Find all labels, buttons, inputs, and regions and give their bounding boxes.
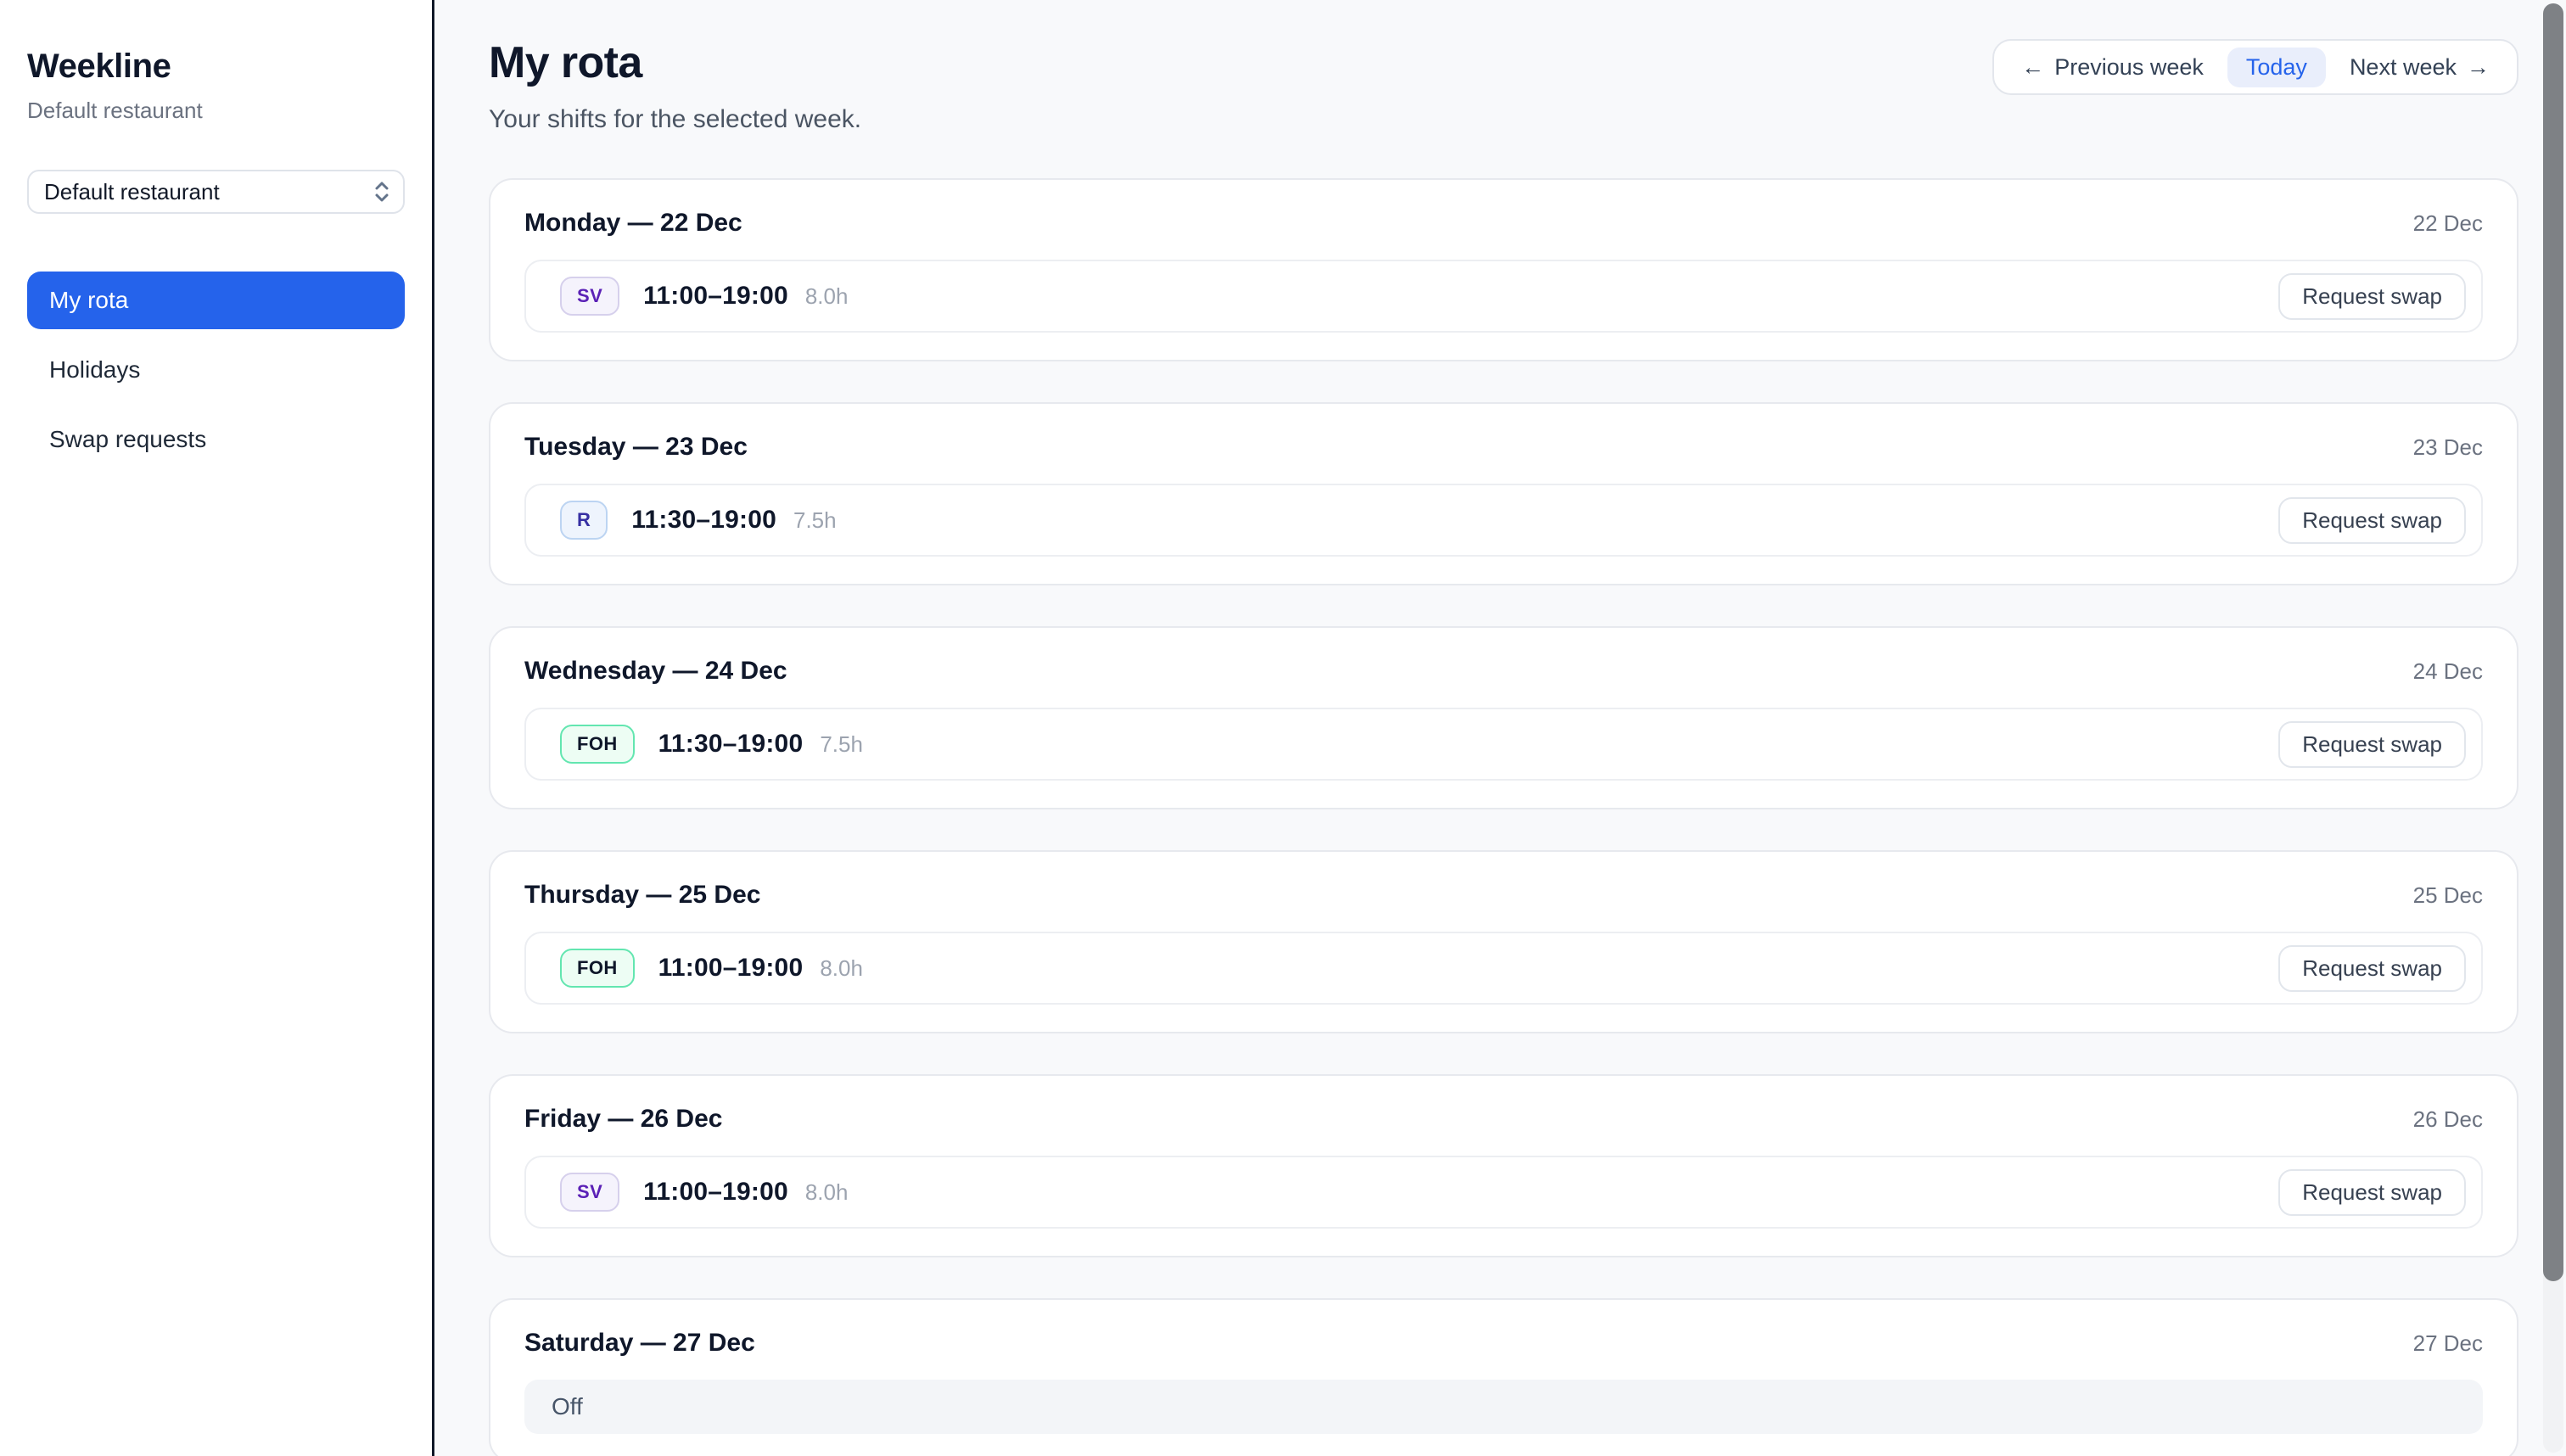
role-badge: R [560,501,608,540]
previous-week-button[interactable]: ← Previous week [2008,48,2217,87]
next-week-button[interactable]: Next week → [2336,48,2503,87]
shift-hours: 7.5h [793,507,837,533]
day-card-list: Monday — 22 Dec 22 Dec SV 11:00–19:00 8.… [489,178,2518,1456]
restaurant-select-value: Default restaurant [44,178,220,204]
sidebar-nav: My rota Holidays Swap requests [27,272,405,468]
sidebar-item-holidays[interactable]: Holidays [49,356,141,383]
day-card-header: Thursday — 25 Dec 25 Dec [524,881,2483,910]
shift-row: R 11:30–19:00 7.5h Request swap [524,484,2483,557]
right-arrow-icon: → [2467,53,2490,80]
off-row: Off [524,1380,2483,1434]
day-date-label: 27 Dec [2412,1330,2483,1356]
day-title: Thursday — 25 Dec [524,881,761,909]
week-navigation: ← Previous week Today Next week → [1992,39,2518,95]
day-card: Tuesday — 23 Dec 23 Dec R 11:30–19:00 7.… [489,402,2518,585]
day-card-header: Friday — 26 Dec 26 Dec [524,1105,2483,1134]
sidebar-item-swap-requests[interactable]: Swap requests [49,426,207,452]
role-badge: FOH [560,725,635,764]
role-badge: SV [560,277,620,316]
day-title: Wednesday — 24 Dec [524,657,787,685]
request-swap-button[interactable]: Request swap [2278,720,2466,768]
request-swap-button[interactable]: Request swap [2278,1168,2466,1216]
shift-time: 11:00–19:00 [658,954,804,982]
shift-row: SV 11:00–19:00 8.0h Request swap [524,1156,2483,1229]
day-card-header: Wednesday — 24 Dec 24 Dec [524,657,2483,686]
day-card: Monday — 22 Dec 22 Dec SV 11:00–19:00 8.… [489,178,2518,361]
role-badge: SV [560,1173,620,1212]
main-content: My rota Your shifts for the selected wee… [434,0,2566,1456]
scrollbar [2541,0,2566,1456]
main-header: My rota Your shifts for the selected wee… [489,37,2518,134]
shift-hours: 8.0h [804,283,849,309]
restaurant-select[interactable]: Default restaurant [27,170,405,214]
page-subtitle: Your shifts for the selected week. [489,105,862,133]
day-date-label: 22 Dec [2412,210,2483,236]
day-card-header: Saturday — 27 Dec 27 Dec [524,1329,2483,1358]
scrollbar-thumb[interactable] [2543,3,2563,1281]
shift-time: 11:00–19:00 [643,1178,788,1206]
day-title: Saturday — 27 Dec [524,1329,755,1357]
day-card: Thursday — 25 Dec 25 Dec FOH 11:00–19:00… [489,850,2518,1033]
request-swap-button[interactable]: Request swap [2278,272,2466,320]
day-card: Saturday — 27 Dec 27 Dec Off [489,1298,2518,1456]
day-card: Friday — 26 Dec 26 Dec SV 11:00–19:00 8.… [489,1074,2518,1257]
day-title: Monday — 22 Dec [524,209,742,237]
shift-row: FOH 11:00–19:00 8.0h Request swap [524,932,2483,1005]
shift-time: 11:30–19:00 [631,506,776,534]
role-badge: FOH [560,949,635,988]
off-label: Off [552,1393,583,1420]
app-title: Weekline [27,48,171,85]
shift-hours: 8.0h [804,1179,849,1205]
previous-week-label: Previous week [2054,53,2204,80]
day-date-label: 26 Dec [2412,1106,2483,1132]
day-date-label: 25 Dec [2412,882,2483,908]
restaurant-subtitle: Default restaurant [27,98,203,123]
page-heading: My rota Your shifts for the selected wee… [489,37,861,134]
sidebar: Weekline Default restaurant Default rest… [0,0,434,1456]
shift-hours: 8.0h [820,955,863,981]
day-card-header: Tuesday — 23 Dec 23 Dec [524,433,2483,462]
next-week-label: Next week [2349,53,2457,80]
shift-time: 11:30–19:00 [658,730,804,758]
shift-row: SV 11:00–19:00 8.0h Request swap [524,260,2483,333]
sidebar-item-my-rota[interactable]: My rota [27,272,405,329]
day-date-label: 24 Dec [2412,658,2483,684]
shift-time: 11:00–19:00 [643,282,788,310]
day-title: Friday — 26 Dec [524,1105,723,1133]
day-date-label: 23 Dec [2412,434,2483,460]
shift-hours: 7.5h [820,731,863,757]
today-button[interactable]: Today [2227,47,2326,87]
day-card-header: Monday — 22 Dec 22 Dec [524,209,2483,238]
request-swap-button[interactable]: Request swap [2278,496,2466,544]
page-title: My rota [489,38,642,87]
request-swap-button[interactable]: Request swap [2278,944,2466,992]
chevron-up-down-icon [373,178,391,205]
shift-row: FOH 11:30–19:00 7.5h Request swap [524,708,2483,781]
left-arrow-icon: ← [2021,53,2045,80]
day-title: Tuesday — 23 Dec [524,433,748,461]
day-card: Wednesday — 24 Dec 24 Dec FOH 11:30–19:0… [489,626,2518,809]
